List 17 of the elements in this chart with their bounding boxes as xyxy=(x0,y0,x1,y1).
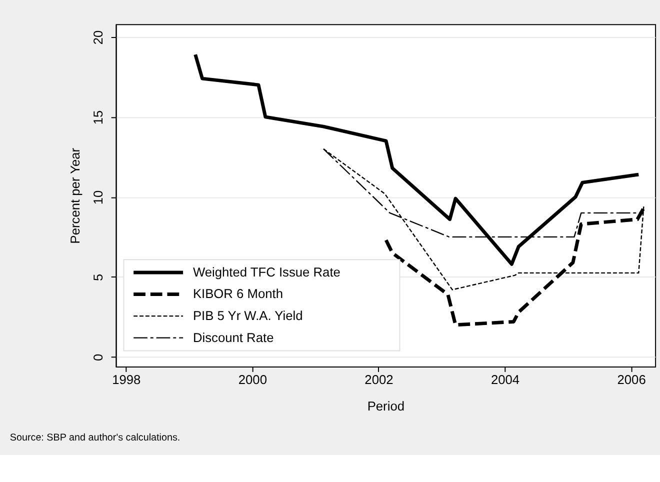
y-tick-label: 10 xyxy=(90,190,106,205)
y-axis-title: Percent per Year xyxy=(68,147,83,244)
legend-label: Discount Rate xyxy=(192,330,274,345)
x-tick-label: 1998 xyxy=(112,372,141,387)
y-tick-label: 20 xyxy=(90,30,106,45)
x-tick-label: 2004 xyxy=(490,372,520,387)
y-tick-label: 5 xyxy=(90,274,106,282)
source-note: Source: SBP and author's calculations. xyxy=(10,432,180,444)
legend-label: PIB 5 Yr W.A. Yield xyxy=(192,308,303,324)
legend-label: KIBOR 6 Month xyxy=(192,286,284,302)
x-tick-label: 2000 xyxy=(238,372,267,387)
x-tick-label: 2006 xyxy=(617,372,646,387)
x-axis-title: Period xyxy=(367,398,404,414)
legend-label: Weighted TFC Issue Rate xyxy=(192,264,340,280)
y-tick-label: 15 xyxy=(90,110,106,125)
x-tick-label: 2002 xyxy=(364,372,394,387)
y-tick-label: 0 xyxy=(90,354,106,361)
